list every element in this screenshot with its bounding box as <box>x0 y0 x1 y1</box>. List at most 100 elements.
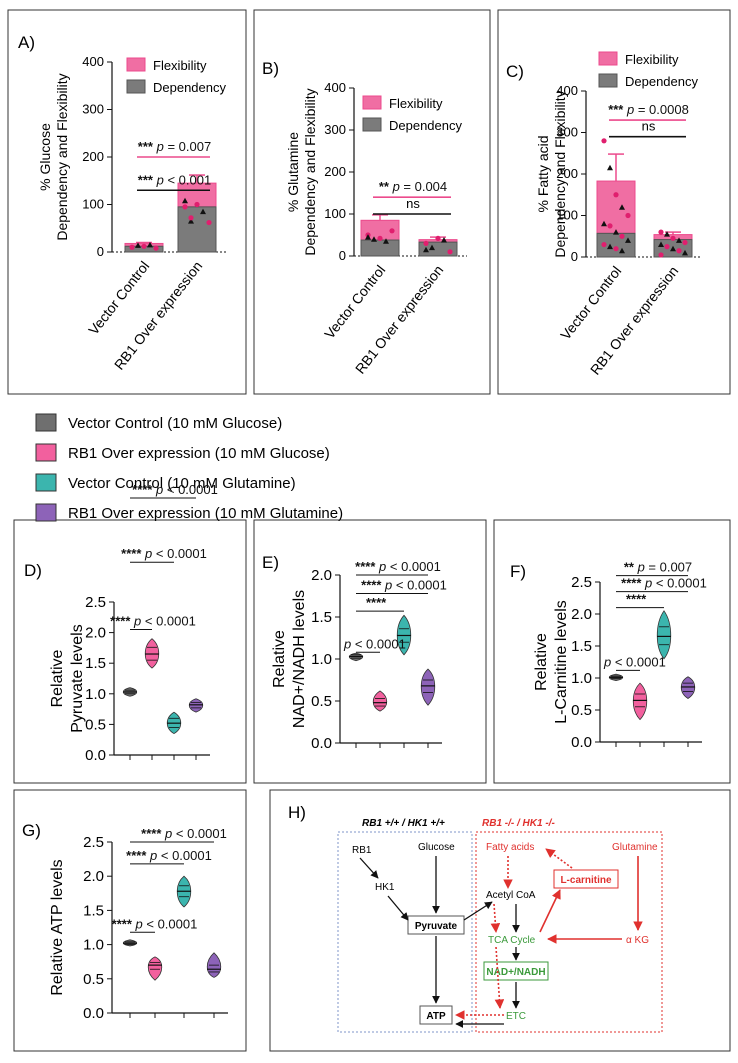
node-l-carnitine-box <box>553 869 619 889</box>
y-axis-label: % GlutamineDependency and Flexibility <box>285 88 318 255</box>
y-axis-label: Relative NAD+/NADH levels <box>271 590 308 728</box>
node-acetyl-coa: Acetyl CoA <box>486 890 536 901</box>
significance-label-value: = 0.004 <box>400 179 447 194</box>
arrow-pyruvate-acetyl <box>463 901 493 921</box>
y-axis-label: Relative Pyruvate levels <box>49 624 86 733</box>
y-tick-label: 2.0 <box>83 868 104 885</box>
significance-label-p: p <box>133 614 141 629</box>
legend-swatch <box>35 413 57 432</box>
data-point <box>676 237 682 243</box>
violin <box>680 676 696 699</box>
significance-label-value: < 0.0001 <box>163 482 218 497</box>
significance-label-p: p <box>156 172 164 187</box>
legend-flexibility: Flexibility <box>389 96 443 111</box>
data-point <box>441 237 447 243</box>
bar-dependency <box>177 206 217 253</box>
legend-flexibility: Flexibility <box>625 52 679 67</box>
y-tick-label: 300 <box>324 122 346 137</box>
data-point <box>601 241 607 248</box>
y-tick-label: 1.5 <box>85 655 106 672</box>
legend-label: RB1 Over expression (10 mM Glutamine) <box>68 505 343 522</box>
node-atp: ATP <box>426 1011 446 1022</box>
significance-label: **** p < 0.0001 <box>112 916 198 931</box>
data-point <box>200 208 206 215</box>
bar-dependency <box>418 241 458 257</box>
significance-label-stars: **** <box>126 848 150 863</box>
node-nad-box <box>483 961 549 981</box>
significance-label-value: < 0.0001 <box>652 576 707 591</box>
significance-label-stars: **** <box>361 577 385 592</box>
left-title: RB1 +/+ / HK1 +/+ <box>362 818 445 829</box>
y-axis-label: % Fatty acidDependency and Flexibility <box>535 90 568 257</box>
significance-label-value: < 0.0001 <box>172 826 227 841</box>
y-label-line2: Dependency and Flexibility <box>302 88 318 255</box>
significance-label-p: p <box>644 576 652 591</box>
significance-label-value: = 0.007 <box>164 139 211 154</box>
legend-swatch-dependency <box>598 73 618 88</box>
data-point <box>619 233 625 239</box>
data-point <box>447 249 453 255</box>
significance-label-top-p: p <box>378 559 386 574</box>
y-tick-label: 1.5 <box>83 902 104 919</box>
y-tick-label: 2.0 <box>85 625 106 642</box>
legend-label: RB1 Over expression (10 mM Glucose) <box>68 445 330 462</box>
node-atp-box <box>419 1005 453 1025</box>
data-point <box>676 248 682 254</box>
significance-label: **** p < 0.0001 <box>121 546 207 561</box>
node-l-carnitine: L-carnitine <box>560 875 612 886</box>
data-point <box>601 138 607 144</box>
significance-label-stars: **** <box>121 546 145 561</box>
legend-label: Vector Control (10 mM Glucose) <box>68 415 282 432</box>
node-fatty-acids: Fatty acids <box>486 842 534 853</box>
y-tick-label: 0.0 <box>83 1005 104 1022</box>
data-point <box>423 246 429 253</box>
x-category-label: RB1 Over expression <box>111 258 206 373</box>
significance-label-stars: ** <box>379 179 393 194</box>
significance-label-p: p <box>343 636 351 651</box>
significance-label: *** p = 0.007 <box>138 139 211 154</box>
node-glutamine: Glutamine <box>612 842 658 853</box>
data-point <box>182 204 188 210</box>
legend-swatch <box>35 443 57 462</box>
y-label-line1: % Glutamine <box>285 132 301 212</box>
data-point <box>607 223 613 229</box>
significance-label-p: p <box>135 916 143 931</box>
node-akg: α KG <box>626 935 649 946</box>
y-tick-label: 1.0 <box>571 670 592 687</box>
significance-label-p: p <box>155 482 163 497</box>
y-label-line: NAD+/NADH levels <box>291 590 308 728</box>
y-tick-label: 400 <box>324 80 346 95</box>
arrow-tca-lcarnitine <box>539 889 561 933</box>
y-tick-label: 0.5 <box>83 971 104 988</box>
legend: Vector Control (10 mM Glucose) RB1 Over e… <box>35 413 343 522</box>
significance-label-top: **** p < 0.0001 <box>355 559 441 574</box>
significance-label: ** p = 0.004 <box>379 179 447 194</box>
panel-label: G) <box>22 821 41 840</box>
y-label-line1: % Glucose <box>37 123 53 191</box>
y-tick-label: 100 <box>324 206 346 221</box>
legend-dependency: Dependency <box>153 80 226 95</box>
legend-swatch-flexibility <box>598 51 618 66</box>
y-tick-label: 0.0 <box>85 747 106 764</box>
data-point <box>601 220 607 227</box>
y-tick-label: 1.0 <box>85 686 106 703</box>
significance-label-top-stars: ** <box>624 560 638 575</box>
legend-swatch-flexibility <box>126 57 146 72</box>
y-tick-label: 2.5 <box>571 574 592 591</box>
arrow-rb1-hk1 <box>359 857 379 879</box>
significance-ns: ns <box>406 196 420 211</box>
x-category-label: Vector Control <box>321 262 388 342</box>
data-point <box>141 243 147 249</box>
significance-label-p: p <box>149 848 157 863</box>
data-point <box>607 243 613 250</box>
chart-d: D) 0.0 0.5 1.0 1.5 2.0 2.5 Relative Pyruvate lev… <box>24 482 218 764</box>
panel-label: C) <box>506 62 524 81</box>
y-tick-label: 200 <box>82 149 104 164</box>
significance-label-value: < 0.0001 <box>143 916 198 931</box>
data-point <box>188 218 194 224</box>
y-tick-label: 400 <box>82 54 104 69</box>
data-point <box>383 238 389 244</box>
panel-label: A) <box>18 33 35 52</box>
y-tick-label: 200 <box>556 166 578 181</box>
